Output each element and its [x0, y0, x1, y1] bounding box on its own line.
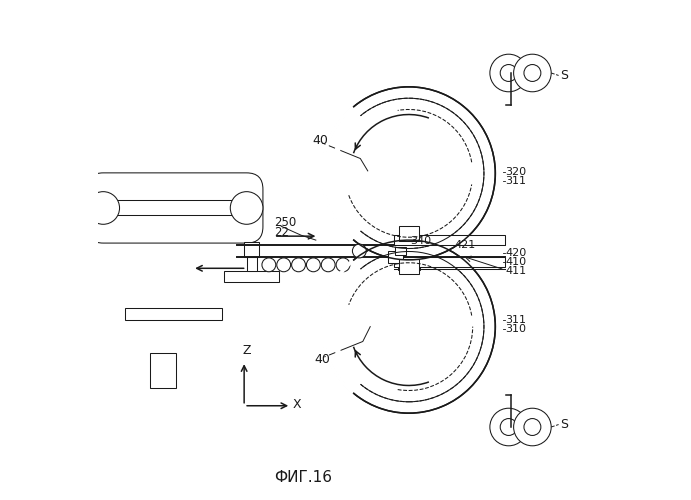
- Bar: [126, 308, 222, 320]
- Bar: [399, 259, 419, 274]
- Circle shape: [322, 87, 495, 260]
- Circle shape: [262, 258, 276, 272]
- Circle shape: [490, 408, 527, 446]
- Bar: [106, 200, 244, 216]
- Bar: [394, 235, 504, 245]
- Circle shape: [87, 192, 120, 224]
- Circle shape: [513, 54, 551, 92]
- Circle shape: [500, 418, 517, 436]
- Bar: [150, 353, 176, 388]
- Text: S: S: [560, 418, 568, 431]
- Text: 310: 310: [505, 324, 527, 334]
- Text: S: S: [560, 69, 568, 82]
- Text: 250: 250: [274, 216, 296, 230]
- Bar: [395, 247, 406, 255]
- Text: Z: Z: [243, 344, 251, 358]
- Circle shape: [513, 408, 551, 446]
- Text: 411: 411: [505, 266, 527, 276]
- Text: X: X: [292, 398, 301, 411]
- Text: 40: 40: [314, 354, 330, 366]
- Text: 340: 340: [410, 236, 431, 246]
- Circle shape: [321, 258, 335, 272]
- Bar: [237, 245, 504, 257]
- Bar: [394, 257, 504, 267]
- Circle shape: [336, 258, 350, 272]
- Text: 410: 410: [505, 258, 527, 268]
- Text: 40: 40: [312, 134, 328, 146]
- Circle shape: [292, 258, 305, 272]
- Circle shape: [524, 418, 541, 436]
- Circle shape: [500, 64, 517, 82]
- Text: 22: 22: [274, 226, 289, 239]
- Bar: [388, 251, 403, 263]
- Text: 311: 311: [505, 176, 527, 186]
- Bar: [247, 257, 256, 271]
- Bar: [244, 242, 259, 257]
- Text: 421: 421: [454, 240, 475, 250]
- Circle shape: [490, 54, 527, 92]
- Text: ФИГ.16: ФИГ.16: [274, 470, 332, 485]
- Circle shape: [277, 258, 291, 272]
- FancyBboxPatch shape: [87, 173, 263, 243]
- Text: 320: 320: [505, 167, 527, 177]
- Circle shape: [524, 64, 541, 82]
- Text: 420: 420: [505, 248, 527, 258]
- Circle shape: [306, 258, 321, 272]
- Text: 311: 311: [505, 315, 527, 325]
- Bar: [399, 226, 419, 241]
- Circle shape: [322, 240, 495, 413]
- Bar: [398, 258, 419, 270]
- Circle shape: [230, 192, 263, 224]
- Circle shape: [352, 244, 366, 258]
- Bar: [398, 230, 419, 242]
- Bar: [225, 271, 278, 281]
